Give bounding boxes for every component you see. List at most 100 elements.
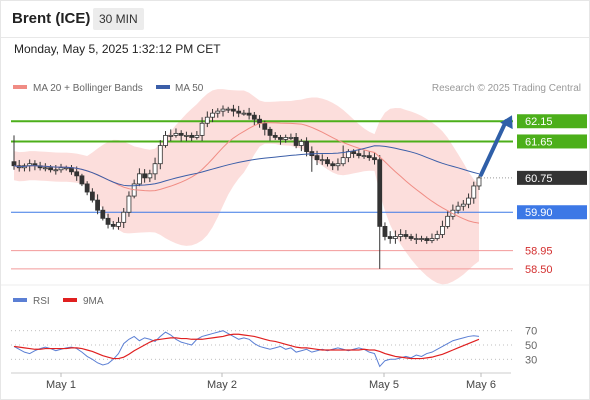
candle [372,152,377,165]
candle [58,163,64,173]
price-tags: 62.15 61.65 60.75 59.90 58.95 58.50 [517,114,587,276]
legend-label-rsi: RSI [33,296,50,307]
support-tag-label: 58.95 [525,246,553,258]
candle [163,131,168,148]
candle [460,200,466,211]
candle [304,137,309,157]
x-tick-label: May 1 [46,379,76,391]
candle [225,106,231,113]
candle [136,168,142,187]
legend-label-ma20: MA 20 + Bollinger Bands [33,83,143,94]
candle [366,151,372,161]
candle [403,230,409,240]
candle [298,138,304,152]
candle [330,161,336,171]
candle [476,175,482,191]
ma50-line [13,145,480,187]
candle [382,222,388,241]
rsi-9ma-line [13,333,480,360]
resistance-tag-bg [517,134,587,149]
candle [194,131,200,140]
candle [466,193,471,209]
candle [361,150,367,159]
forecast-arrow [479,115,513,177]
candle [325,156,330,167]
x-tick-label: May 2 [207,379,237,391]
candle [429,233,435,244]
candle [424,236,430,244]
rsi-tick-label: 70 [525,326,537,338]
candle [319,154,325,165]
candle [288,133,294,140]
legend-swatch-ma50 [156,85,170,89]
legend-label-ma50: MA 50 [175,83,204,94]
candle [471,181,477,204]
candle [147,169,153,183]
candle [293,132,299,149]
resistance-tag-bg [517,114,587,129]
last-price-tag-bg [517,170,587,185]
candle [63,165,69,171]
bollinger-bands [14,89,479,285]
candle [173,128,179,138]
candle [356,149,362,159]
candle [267,126,273,141]
candle [272,132,278,140]
candle [215,108,221,118]
candle [142,169,148,183]
candle [204,111,210,128]
candle [116,217,121,230]
candle [408,233,414,241]
rsi-tick-label: 30 [525,354,537,366]
candle [126,191,132,217]
candle [74,166,80,181]
candle [241,109,247,116]
candle [398,229,404,242]
x-tick-label: May 6 [466,379,496,391]
last-price-tag-label: 60.75 [525,173,553,185]
rsi-legend: RSI 9MA [13,296,104,307]
legend-swatch-9ma [63,298,77,302]
chart-header: Brent (ICE) 30 MIN [1,1,589,38]
candle [199,117,205,141]
x-axis: May 1 May 2 May 5 May 6 [46,373,496,391]
candle [335,158,341,171]
candle [434,230,440,241]
timeframe-button[interactable]: 30 MIN [93,8,144,30]
bollinger-band-area [14,89,479,285]
chart-canvas[interactable]: MA 20 + Bollinger Bands MA 50 Research ©… [1,39,589,399]
candle [340,145,346,167]
candle [419,235,424,242]
candle [110,221,116,230]
candle [95,194,100,215]
legend-swatch-rsi [13,298,27,302]
candle [283,134,289,143]
candle [440,220,445,239]
candle [79,173,85,187]
resistance-tag-label: 61.65 [525,136,553,148]
rsi-tick-label: 50 [525,340,537,352]
candle [220,105,226,117]
candle [278,134,283,145]
candle [251,112,257,126]
legend-swatch-ma20 [13,85,27,89]
resistance-tag-label: 62.15 [525,116,553,128]
candle [387,231,393,244]
candle [121,207,127,228]
candle [231,104,236,117]
candle [178,130,184,142]
instrument-title: Brent (ICE) [12,10,91,27]
candle [246,107,252,120]
candle [100,206,106,221]
rsi-panel: 70 50 30 [11,326,537,368]
credit-text: Research © 2025 Trading Central [432,83,581,94]
main-legend: MA 20 + Bollinger Bands MA 50 Research ©… [13,83,581,94]
candle [184,131,189,142]
arrow-shaft [479,119,508,177]
candle [455,201,461,214]
candle [413,233,419,244]
candle [445,211,451,229]
candle [84,181,90,196]
candle [168,129,174,142]
